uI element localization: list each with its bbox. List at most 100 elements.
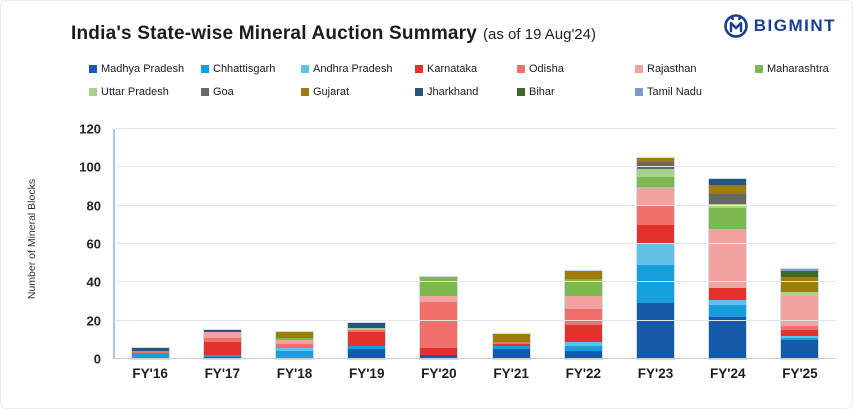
stacked-bar-FY19 bbox=[348, 322, 386, 359]
legend-swatch-goa bbox=[201, 88, 209, 96]
bar-segment-odisha bbox=[131, 351, 169, 354]
bar-segment-karnataka bbox=[492, 343, 530, 346]
bar-segment-odisha bbox=[564, 309, 602, 325]
legend-label: Odisha bbox=[529, 63, 564, 75]
bar-segment-odisha bbox=[637, 205, 675, 225]
bar-segment-madhya-pradesh bbox=[492, 349, 530, 359]
y-axis-line bbox=[113, 129, 115, 359]
bar-segment-andhra-pradesh bbox=[276, 347, 313, 352]
bar-segment-goa bbox=[637, 161, 675, 170]
gridline-y-120 bbox=[114, 128, 836, 129]
bar-segment-rajasthan bbox=[203, 332, 241, 338]
x-tick-label-FY20: FY'20 bbox=[421, 366, 457, 381]
legend-swatch-jharkhand bbox=[415, 88, 423, 96]
bar-slot-FY18 bbox=[258, 129, 330, 359]
bar-segment-madhya-pradesh bbox=[420, 355, 458, 359]
legend-swatch-odisha bbox=[517, 65, 525, 73]
bar-segment-jharkhand bbox=[709, 178, 747, 185]
x-tick-label-FY23: FY'23 bbox=[637, 366, 674, 381]
legend-swatch-maharashtra bbox=[755, 65, 763, 73]
x-tick-label-FY21: FY'21 bbox=[493, 366, 529, 381]
legend-label: Jharkhand bbox=[427, 86, 479, 98]
bigmint-logo: BIGMINT bbox=[723, 13, 836, 39]
bigmint-logo-text: BIGMINT bbox=[753, 16, 836, 35]
bar-segment-rajasthan bbox=[709, 228, 747, 289]
bar-segment-uttar-pradesh bbox=[709, 203, 747, 208]
y-tick-label-0: 0 bbox=[93, 351, 101, 367]
bar-segment-chhattisgarh bbox=[276, 351, 313, 359]
bar-segment-maharashtra bbox=[276, 337, 313, 340]
legend-item-rajasthan: Rajasthan bbox=[635, 63, 755, 75]
x-tick-label-FY19: FY'19 bbox=[348, 366, 385, 381]
stacked-bar-FY16 bbox=[131, 347, 169, 359]
bar-segment-uttar-pradesh bbox=[637, 169, 675, 177]
gridline-y-100 bbox=[114, 166, 836, 168]
bar-segment-bihar bbox=[781, 270, 819, 277]
legend-label: Andhra Pradesh bbox=[313, 63, 393, 75]
bar-segment-maharashtra bbox=[420, 276, 458, 296]
legend-item-tamil-nadu: Tamil Nadu bbox=[635, 86, 755, 98]
bar-segment-andhra-pradesh bbox=[637, 244, 675, 266]
legend-item-andhra-pradesh: Andhra Pradesh bbox=[301, 63, 415, 75]
legend-swatch-tamil-nadu bbox=[635, 88, 643, 96]
legend-label: Bihar bbox=[529, 86, 555, 98]
bar-segment-maharashtra bbox=[637, 176, 675, 187]
legend-label: Goa bbox=[213, 86, 234, 98]
legend-label: Chhattisgarh bbox=[213, 63, 276, 75]
bar-segment-gujarat bbox=[276, 332, 313, 338]
legend-item-goa: Goa bbox=[201, 86, 301, 98]
legend-swatch-bihar bbox=[517, 88, 525, 96]
stacked-bar-FY18 bbox=[276, 332, 313, 359]
legend-label: Madhya Pradesh bbox=[101, 63, 185, 75]
bar-segment-gujarat bbox=[709, 184, 747, 195]
gridline-y-40 bbox=[114, 281, 836, 283]
bar-segment-tamil-nadu bbox=[781, 268, 819, 271]
bar-segment-chhattisgarh bbox=[492, 345, 530, 350]
bar-segment-madhya-pradesh bbox=[709, 316, 747, 359]
bar-segment-karnataka bbox=[564, 324, 602, 342]
legend-item-gujarat: Gujarat bbox=[301, 86, 415, 98]
bar-segment-jharkhand bbox=[203, 330, 241, 333]
bar-segment-uttar-pradesh bbox=[781, 291, 819, 296]
gridline-y-20 bbox=[114, 319, 836, 321]
x-tick-label-FY17: FY'17 bbox=[204, 366, 241, 381]
bar-segment-madhya-pradesh bbox=[637, 303, 675, 359]
bar-slot-FY20 bbox=[403, 129, 475, 359]
x-tick-label-FY16: FY'16 bbox=[132, 366, 168, 381]
chart-subtitle: (as of 19 Aug'24) bbox=[483, 26, 596, 43]
legend-item-odisha: Odisha bbox=[517, 63, 635, 75]
legend-label: Uttar Pradesh bbox=[101, 86, 169, 98]
bar-segment-karnataka bbox=[781, 330, 819, 337]
stacked-bar-FY17 bbox=[203, 330, 241, 359]
bar-segment-gujarat bbox=[492, 334, 530, 342]
stacked-bar-FY23 bbox=[637, 157, 675, 359]
bar-segment-odisha bbox=[420, 301, 458, 348]
bar-segment-karnataka bbox=[420, 347, 458, 356]
bar-segment-maharashtra bbox=[709, 207, 747, 229]
legend-swatch-andhra-pradesh bbox=[301, 65, 309, 73]
bar-segment-odisha bbox=[276, 343, 313, 348]
stacked-bar-FY24 bbox=[709, 178, 747, 359]
bar-segment-chhattisgarh bbox=[131, 353, 169, 359]
y-tick-label-40: 40 bbox=[86, 274, 101, 290]
y-tick-label-100: 100 bbox=[79, 159, 101, 175]
bar-segment-karnataka bbox=[203, 341, 241, 356]
x-tick-label-FY18: FY'18 bbox=[276, 366, 313, 381]
y-tick-label-120: 120 bbox=[79, 121, 101, 137]
legend-swatch-gujarat bbox=[301, 88, 309, 96]
legend-swatch-rajasthan bbox=[635, 65, 643, 73]
legend-swatch-uttar-pradesh bbox=[89, 88, 97, 96]
bar-slot-FY25 bbox=[764, 129, 836, 359]
bar-segment-gujarat bbox=[564, 270, 602, 279]
bar-segment-chhattisgarh bbox=[637, 265, 675, 304]
legend-swatch-chhattisgarh bbox=[201, 65, 209, 73]
chart-title: India's State-wise Mineral Auction Summa… bbox=[71, 23, 478, 44]
y-tick-label-60: 60 bbox=[86, 236, 101, 252]
stacked-bar-FY22 bbox=[564, 270, 602, 359]
legend-label: Tamil Nadu bbox=[647, 86, 703, 98]
bar-segment-madhya-pradesh bbox=[564, 351, 602, 359]
bar-segment-chhattisgarh bbox=[348, 345, 386, 350]
legend-item-jharkhand: Jharkhand bbox=[415, 86, 517, 98]
bars-container bbox=[114, 129, 836, 359]
